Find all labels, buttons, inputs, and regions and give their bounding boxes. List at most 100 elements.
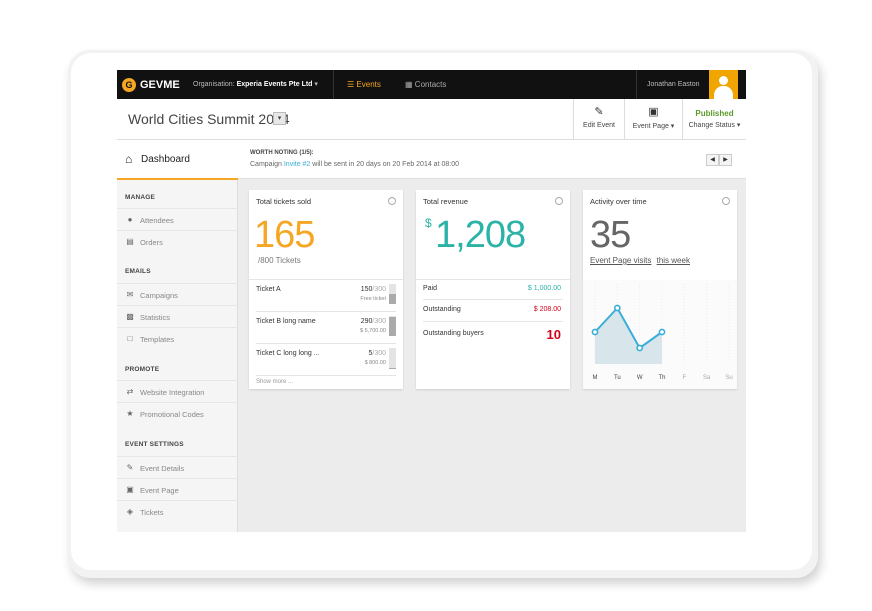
event-switch-dropdown[interactable]: ▾ xyxy=(273,112,286,125)
nav-events[interactable]: ☰ Events xyxy=(347,80,381,89)
sidebar-item-website-integration[interactable]: ⇄ Website Integration xyxy=(117,380,238,402)
data-point xyxy=(636,344,644,352)
gevme-logo[interactable]: G GEVME xyxy=(122,76,180,93)
outstanding-label: Outstanding xyxy=(423,306,461,313)
paid-label: Paid xyxy=(423,285,438,292)
notice-next-button[interactable]: ▶ xyxy=(719,154,732,166)
ticket-progress-bar xyxy=(389,316,396,336)
paid-value: $ 1,000.00 xyxy=(527,285,561,292)
status-badge: Published xyxy=(695,109,734,118)
outstanding-buyers-value[interactable]: 10 xyxy=(546,327,561,342)
user-name[interactable]: Jonathan Easton xyxy=(647,81,700,88)
card-title: Activity over time xyxy=(590,197,647,206)
edit-icon: ✎ xyxy=(594,106,604,118)
data-point xyxy=(613,304,621,312)
x-tick-label: M xyxy=(593,375,598,381)
refresh-icon[interactable] xyxy=(555,197,563,205)
notice-heading: WORTH NOTING (1/5): xyxy=(250,150,314,156)
menu-icon: ☰ xyxy=(347,80,355,89)
book-icon: ▦ xyxy=(405,80,413,89)
monitor-icon: ▣ xyxy=(648,106,659,118)
tickets-card: Total tickets sold 165 /800 Tickets Tick… xyxy=(249,190,403,389)
avatar[interactable] xyxy=(709,70,738,99)
series-area xyxy=(595,308,662,364)
sidebar-item-event-details[interactable]: ✎ Event Details xyxy=(117,456,238,478)
x-tick-label: Su xyxy=(725,375,732,381)
ticket-name[interactable]: Ticket A xyxy=(256,286,281,293)
exchange-icon: ⇄ xyxy=(126,387,134,396)
ticket-price: Free ticket xyxy=(360,296,386,302)
section-heading-promote: PROMOTE xyxy=(125,366,160,373)
sidebar-item-attendees[interactable]: ● Attendees xyxy=(117,208,238,230)
section-heading-emails: EMAILS xyxy=(125,268,151,275)
section-heading-manage: MANAGE xyxy=(125,194,156,201)
refresh-icon[interactable] xyxy=(722,197,730,205)
event-header: World Cities Summit 2014 ▾ ✎ Edit Event … xyxy=(117,99,746,140)
ticket-price: $ 800.00 xyxy=(364,360,386,366)
activity-line-chart: M Tu W Th F Sa Su xyxy=(591,284,733,381)
ticket-progress-bar xyxy=(389,348,396,368)
campaign-link[interactable]: Invite #2 xyxy=(283,161,311,168)
event-title: World Cities Summit 2014 xyxy=(128,111,290,127)
ticket-name[interactable]: Ticket C long long ... xyxy=(256,350,320,357)
activity-links: Event Page visits this week xyxy=(590,256,693,265)
sidebar-item-event-page[interactable]: ▣ Event Page xyxy=(117,478,238,500)
revenue-card: Total revenue $ 1,208 Paid $ 1,000.00 Ou… xyxy=(416,190,570,389)
sidebar-item-templates[interactable]: □ Templates xyxy=(117,327,238,349)
sidebar-item-orders[interactable]: ▤ Orders xyxy=(117,230,238,252)
currency-symbol: $ xyxy=(425,216,432,230)
activity-card: Activity over time 35 Event Page visits … xyxy=(583,190,737,389)
tickets-capacity: /800 Tickets xyxy=(258,256,301,265)
card-title: Total revenue xyxy=(423,197,469,206)
file-icon: □ xyxy=(127,334,133,343)
ticket-price: $ 5,700.00 xyxy=(360,328,386,334)
ticket-count: 290/300 xyxy=(360,318,386,325)
notice-prev-button[interactable]: ◀ xyxy=(706,154,719,166)
ticket-name[interactable]: Ticket B long name xyxy=(256,318,316,325)
x-tick-label: W xyxy=(637,375,643,381)
x-tick-label: Sa xyxy=(703,375,711,381)
activity-total: 35 xyxy=(590,214,631,256)
app-screen: G GEVME Organisation: Experia Events Pte… xyxy=(117,70,746,532)
nav-contacts[interactable]: ▦ Contacts xyxy=(405,80,447,89)
data-point xyxy=(591,328,599,336)
event-page-button[interactable]: ▣ Event Page ▾ xyxy=(624,99,682,140)
ticket-progress-bar xyxy=(389,284,396,304)
series-line xyxy=(594,306,663,350)
chevron-down-icon: ▾ xyxy=(314,81,318,88)
logo-icon: G xyxy=(122,77,136,92)
outstanding-buyers-label: Outstanding buyers xyxy=(423,330,484,337)
chart-icon: ▩ xyxy=(126,312,134,321)
show-more-link[interactable]: Show more ... xyxy=(256,379,294,385)
outstanding-value: $ 208.00 xyxy=(533,306,561,313)
sidebar-item-dashboard[interactable]: ⌂ Dashboard xyxy=(117,140,238,180)
x-tick-label: Th xyxy=(658,375,665,381)
ticket-count: 150/300 xyxy=(360,286,386,293)
sidebar-item-tickets[interactable]: ◈ Tickets xyxy=(117,500,238,522)
sidebar-item-campaigns[interactable]: ✉ Campaigns xyxy=(117,283,238,305)
notice-text: Campaign Invite #2 will be sent in 20 da… xyxy=(250,161,459,168)
sidebar-item-statistics[interactable]: ▩ Statistics xyxy=(117,305,238,327)
refresh-icon[interactable] xyxy=(388,197,396,205)
change-status-button[interactable]: Published Change Status ▾ xyxy=(682,99,746,140)
ticket-count: 5/300 xyxy=(368,350,386,357)
x-tick-label: Tu xyxy=(614,375,621,381)
revenue-total: 1,208 xyxy=(435,214,526,256)
list-icon: ▤ xyxy=(126,237,134,246)
edit-event-button[interactable]: ✎ Edit Event xyxy=(573,99,624,140)
sidebar-item-promotional-codes[interactable]: ★ Promotional Codes xyxy=(117,402,238,424)
star-icon: ★ xyxy=(126,409,134,418)
tickets-total: 165 xyxy=(254,214,315,256)
person-icon: ● xyxy=(127,215,133,224)
edit-icon: ✎ xyxy=(126,463,134,472)
notice-bar: WORTH NOTING (1/5): Campaign Invite #2 w… xyxy=(238,140,746,179)
card-title: Total tickets sold xyxy=(256,197,312,206)
data-point xyxy=(658,328,666,336)
this-week-link[interactable]: this week xyxy=(656,256,690,265)
event-page-visits-link[interactable]: Event Page visits xyxy=(590,256,652,265)
activity-chart: M Tu W Th F Sa Su xyxy=(583,280,737,389)
organisation-selector[interactable]: Organisation: Experia Events Pte Ltd ▾ xyxy=(193,81,318,88)
home-icon: ⌂ xyxy=(125,152,133,166)
monitor-icon: ▣ xyxy=(126,485,134,494)
envelope-icon: ✉ xyxy=(126,290,134,299)
